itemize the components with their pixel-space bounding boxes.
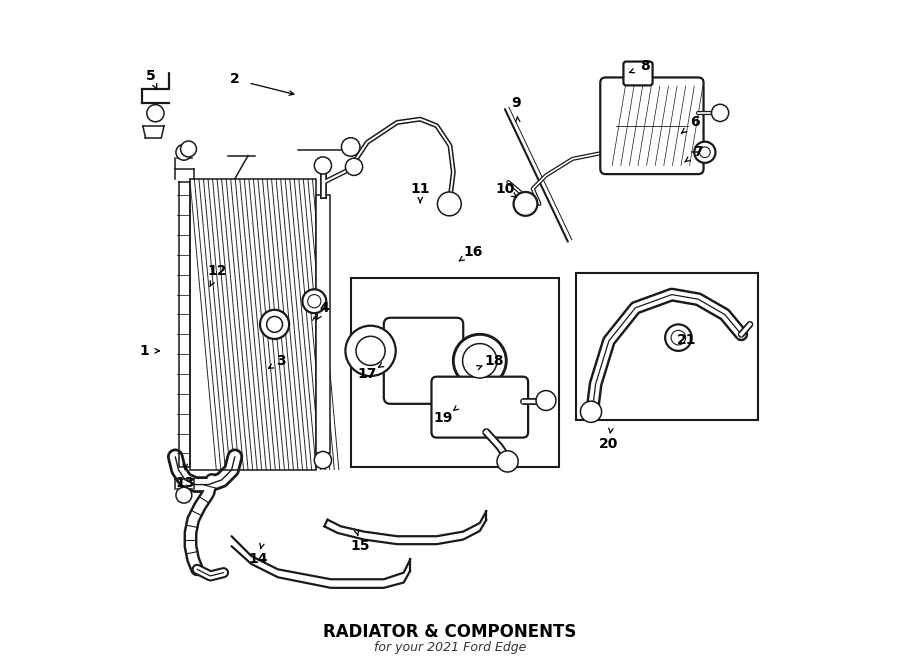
Polygon shape — [178, 182, 190, 467]
Text: 8: 8 — [641, 59, 650, 73]
Circle shape — [176, 144, 192, 160]
Circle shape — [147, 105, 164, 122]
Text: 9: 9 — [511, 95, 521, 110]
Circle shape — [454, 334, 507, 387]
Circle shape — [671, 330, 686, 345]
Text: 14: 14 — [248, 552, 268, 567]
Text: 12: 12 — [207, 264, 227, 279]
Text: 17: 17 — [357, 367, 377, 381]
Text: 21: 21 — [677, 332, 697, 347]
Circle shape — [314, 157, 331, 174]
Circle shape — [514, 192, 537, 216]
Text: 16: 16 — [464, 244, 483, 259]
FancyBboxPatch shape — [624, 62, 652, 85]
Circle shape — [314, 451, 331, 469]
Text: RADIATOR & COMPONENTS: RADIATOR & COMPONENTS — [323, 623, 577, 641]
Text: 10: 10 — [495, 181, 515, 196]
Circle shape — [356, 336, 385, 365]
Bar — [316, 195, 330, 453]
Circle shape — [341, 138, 360, 156]
Circle shape — [302, 289, 326, 313]
Circle shape — [346, 158, 363, 175]
Text: 20: 20 — [599, 436, 618, 451]
Circle shape — [308, 295, 321, 308]
Circle shape — [712, 104, 729, 122]
Text: 6: 6 — [690, 115, 700, 130]
Bar — [190, 175, 321, 470]
Text: 7: 7 — [693, 145, 703, 160]
Circle shape — [437, 192, 462, 216]
Text: for your 2021 Ford Edge: for your 2021 Ford Edge — [374, 641, 526, 654]
Bar — [576, 273, 758, 420]
FancyBboxPatch shape — [431, 377, 528, 438]
Text: 19: 19 — [434, 411, 453, 426]
Circle shape — [266, 316, 283, 332]
Circle shape — [260, 310, 289, 339]
Bar — [190, 179, 316, 470]
Text: 3: 3 — [276, 354, 286, 368]
Text: 15: 15 — [351, 539, 371, 553]
Bar — [351, 278, 559, 467]
Text: 2: 2 — [230, 72, 239, 87]
Text: 18: 18 — [484, 354, 504, 368]
FancyBboxPatch shape — [600, 77, 704, 174]
Circle shape — [699, 147, 710, 158]
FancyBboxPatch shape — [383, 318, 464, 404]
Circle shape — [694, 142, 716, 163]
Text: 13: 13 — [176, 476, 195, 491]
Text: 1: 1 — [140, 344, 149, 358]
Circle shape — [463, 344, 497, 378]
Text: 11: 11 — [410, 181, 430, 196]
Circle shape — [176, 487, 192, 503]
Text: 5: 5 — [146, 69, 156, 83]
Circle shape — [580, 401, 601, 422]
Circle shape — [665, 324, 691, 351]
Text: 4: 4 — [320, 301, 329, 315]
Circle shape — [346, 326, 396, 376]
Circle shape — [181, 141, 196, 157]
Circle shape — [536, 391, 556, 410]
Circle shape — [497, 451, 518, 472]
